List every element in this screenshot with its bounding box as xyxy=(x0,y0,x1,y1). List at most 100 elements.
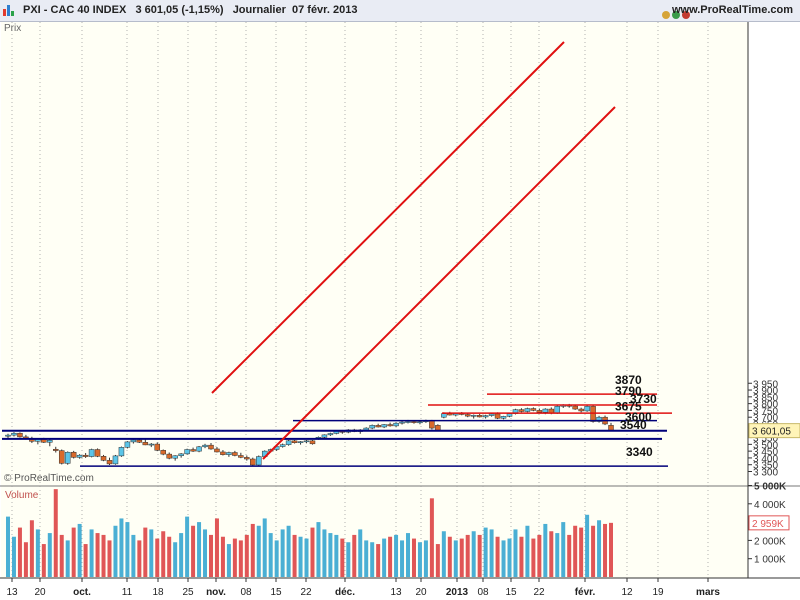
volume-bar[interactable] xyxy=(507,538,512,577)
volume-bar[interactable] xyxy=(495,536,500,577)
volume-bar[interactable] xyxy=(585,514,590,577)
volume-bar[interactable] xyxy=(53,489,58,577)
volume-bar[interactable] xyxy=(274,540,279,577)
candle-body[interactable] xyxy=(500,416,507,419)
candle-body[interactable] xyxy=(417,421,423,424)
volume-bar[interactable] xyxy=(119,518,124,577)
candle-body[interactable] xyxy=(184,449,190,455)
candle-body[interactable] xyxy=(82,454,89,457)
candle-body[interactable] xyxy=(542,408,549,413)
volume-bar[interactable] xyxy=(131,534,136,577)
volume-bar[interactable] xyxy=(280,529,285,577)
candle-body[interactable] xyxy=(214,448,220,453)
volume-bar[interactable] xyxy=(47,533,52,577)
volume-bar[interactable] xyxy=(555,533,560,577)
candle-body[interactable] xyxy=(464,414,471,417)
candle-body[interactable] xyxy=(232,452,238,456)
volume-bar[interactable] xyxy=(603,523,608,577)
volume-bar[interactable] xyxy=(411,538,416,577)
candle-body[interactable] xyxy=(208,444,214,450)
volume-bar[interactable] xyxy=(29,520,34,577)
volume-bar[interactable] xyxy=(597,520,602,577)
candle-body[interactable] xyxy=(70,451,77,458)
candle-body[interactable] xyxy=(130,439,137,443)
volume-bar[interactable] xyxy=(113,525,118,577)
volume-bar[interactable] xyxy=(609,522,613,577)
window-buttons[interactable] xyxy=(662,6,692,24)
volume-bar[interactable] xyxy=(316,522,321,577)
volume-bar[interactable] xyxy=(477,534,482,577)
candle-body[interactable] xyxy=(5,434,11,437)
volume-bar[interactable] xyxy=(567,534,572,577)
candle-body[interactable] xyxy=(172,455,178,459)
volume-bar[interactable] xyxy=(11,536,16,577)
volume-bar[interactable] xyxy=(394,534,399,577)
volume-bar[interactable] xyxy=(304,538,309,577)
volume-bar[interactable] xyxy=(543,523,548,577)
volume-bar[interactable] xyxy=(262,518,267,577)
volume-bar[interactable] xyxy=(483,527,488,577)
volume-bar[interactable] xyxy=(322,529,327,577)
volume-bar[interactable] xyxy=(83,544,88,577)
volume-bar[interactable] xyxy=(191,525,196,577)
volume-bar[interactable] xyxy=(376,544,381,577)
volume-bar[interactable] xyxy=(573,525,578,577)
volume-bar[interactable] xyxy=(406,533,411,577)
candle-body[interactable] xyxy=(572,405,578,410)
candle-body[interactable] xyxy=(178,453,184,457)
volume-bar[interactable] xyxy=(471,531,476,577)
volume-bar[interactable] xyxy=(137,540,142,577)
candle-body[interactable] xyxy=(584,406,590,412)
candle-body[interactable] xyxy=(124,441,131,448)
candle-body[interactable] xyxy=(405,421,411,423)
volume-bar[interactable] xyxy=(203,529,208,577)
candle-body[interactable] xyxy=(369,425,375,429)
candle-body[interactable] xyxy=(76,454,83,458)
volume-bar[interactable] xyxy=(591,525,596,577)
volume-bar[interactable] xyxy=(364,540,369,577)
volume-bar[interactable] xyxy=(179,533,184,577)
volume-bar[interactable] xyxy=(447,536,452,577)
candle-body[interactable] xyxy=(142,442,149,446)
candle-body[interactable] xyxy=(190,449,196,452)
volume-bar[interactable] xyxy=(453,540,458,577)
candle-body[interactable] xyxy=(53,448,59,451)
candle-body[interactable] xyxy=(238,455,244,458)
candle-body[interactable] xyxy=(309,440,316,445)
window-button-icon[interactable] xyxy=(672,11,680,19)
volume-bar[interactable] xyxy=(197,522,202,577)
candle-body[interactable] xyxy=(279,444,286,447)
candle-body[interactable] xyxy=(166,453,172,459)
volume-bar[interactable] xyxy=(519,536,524,577)
candle-body[interactable] xyxy=(375,425,381,428)
volume-bar[interactable] xyxy=(298,536,303,577)
candle-body[interactable] xyxy=(429,420,435,429)
volume-bar[interactable] xyxy=(382,538,387,577)
volume-bar[interactable] xyxy=(238,540,243,577)
volume-bar[interactable] xyxy=(107,540,112,577)
candle-body[interactable] xyxy=(590,406,596,422)
volume-bar[interactable] xyxy=(340,538,345,577)
window-button-icon[interactable] xyxy=(682,11,690,19)
volume-bar[interactable] xyxy=(143,527,148,577)
volume-bar[interactable] xyxy=(388,536,393,577)
volume-bar[interactable] xyxy=(531,538,536,577)
candle-body[interactable] xyxy=(363,427,369,431)
volume-bar[interactable] xyxy=(65,540,70,577)
candle-body[interactable] xyxy=(488,413,495,416)
volume-bar[interactable] xyxy=(95,533,100,577)
volume-bar[interactable] xyxy=(268,533,273,577)
candle-body[interactable] xyxy=(381,424,387,428)
candle-body[interactable] xyxy=(100,456,107,461)
candle-body[interactable] xyxy=(393,422,399,427)
volume-bar[interactable] xyxy=(292,534,297,577)
candle-body[interactable] xyxy=(530,408,537,411)
volume-bar[interactable] xyxy=(232,538,237,577)
volume-bar[interactable] xyxy=(286,525,291,577)
volume-bar[interactable] xyxy=(358,529,363,577)
volume-bar[interactable] xyxy=(41,544,46,577)
candle-body[interactable] xyxy=(387,424,393,427)
volume-bar[interactable] xyxy=(214,518,219,577)
trend-channel-upper[interactable] xyxy=(211,41,565,394)
volume-bar[interactable] xyxy=(537,534,542,577)
